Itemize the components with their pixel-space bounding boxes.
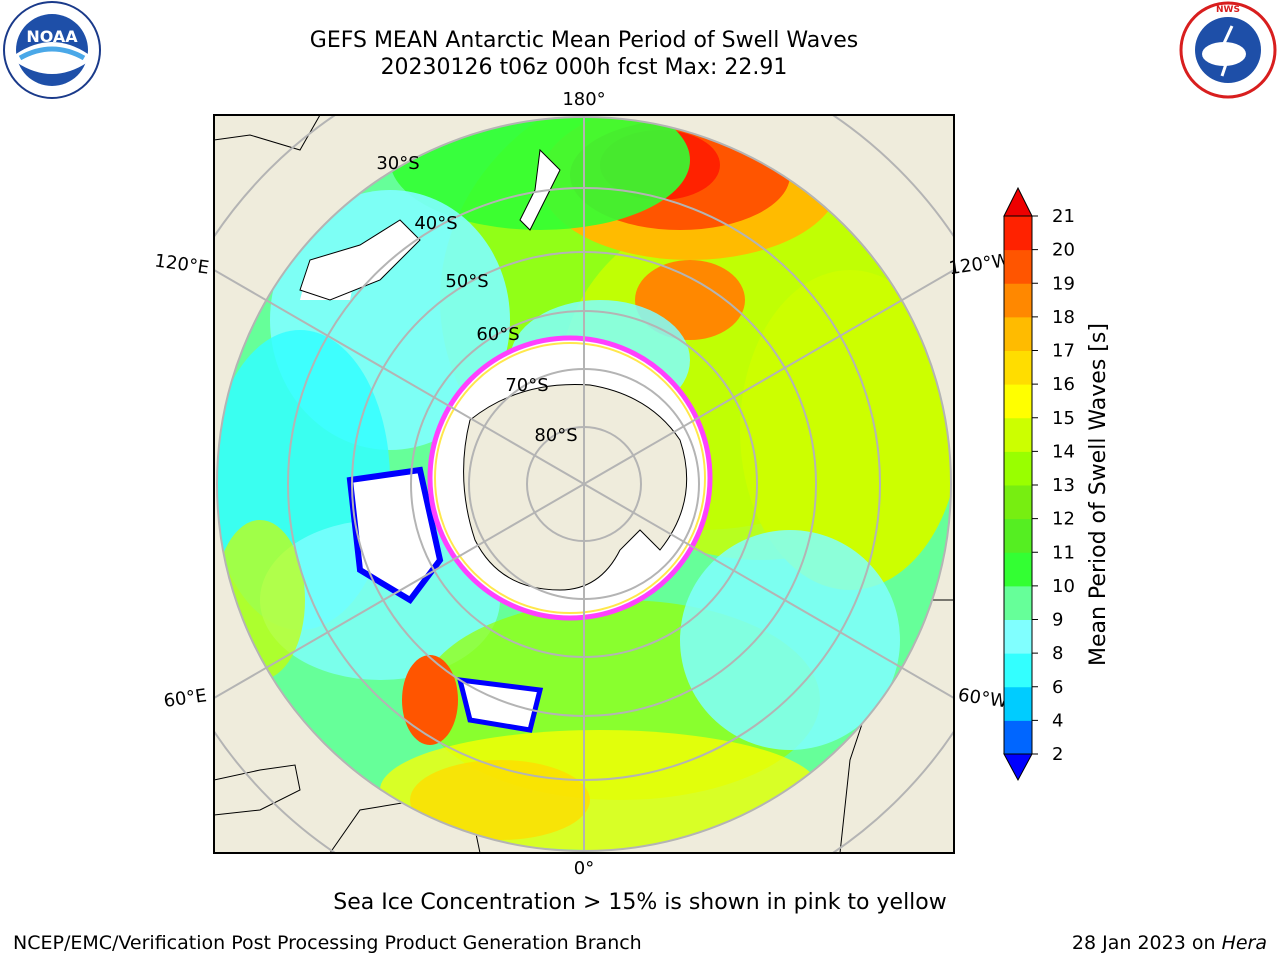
footer-date: 28 Jan 2023 on Hera bbox=[1072, 932, 1267, 954]
lon-label-0: 0° bbox=[574, 858, 594, 879]
colorbar-tick-label: 19 bbox=[1052, 273, 1075, 294]
footer-host: Hera bbox=[1221, 932, 1267, 954]
footer-branch: NCEP/EMC/Verification Post Processing Pr… bbox=[13, 932, 642, 954]
map-frame bbox=[213, 114, 955, 854]
colorbar-segment bbox=[1004, 552, 1032, 587]
colorbar-label: Mean Period of Swell Waves [s] bbox=[1086, 323, 1111, 666]
colorbar-segment bbox=[1004, 518, 1032, 553]
colorbar-tick-label: 12 bbox=[1052, 509, 1075, 530]
colorbar-tick-label: 15 bbox=[1052, 408, 1075, 429]
swell-period-field bbox=[217, 117, 951, 851]
colorbar-segment bbox=[1004, 316, 1032, 351]
colorbar-tick-label: 13 bbox=[1052, 475, 1075, 496]
colorbar-segment bbox=[1004, 485, 1032, 520]
lat-label-50s: 50°S bbox=[445, 271, 488, 292]
colorbar-segment bbox=[1004, 619, 1032, 654]
colorbar-tick-label: 2 bbox=[1052, 744, 1063, 765]
lon-label-180: 180° bbox=[562, 89, 605, 110]
colorbar-tick-label: 17 bbox=[1052, 341, 1075, 362]
colorbar-extend-min bbox=[1003, 753, 1033, 782]
colorbar-extend-max bbox=[1003, 186, 1033, 217]
colorbar-segment bbox=[1004, 384, 1032, 419]
lon-label-60w: 60°W bbox=[957, 685, 1009, 713]
graticule bbox=[214, 115, 954, 853]
colorbar-tick-label: 21 bbox=[1052, 206, 1075, 227]
lon-label-120w: 120°W bbox=[947, 250, 1011, 279]
colorbar-tick-label: 11 bbox=[1052, 542, 1075, 563]
chart-subtitle: 20230126 t06z 000h fcst Max: 22.91 bbox=[380, 55, 788, 80]
colorbar-tick-label: 18 bbox=[1052, 307, 1075, 328]
lat-label-60s: 60°S bbox=[476, 324, 519, 345]
colorbar-tick-label: 6 bbox=[1052, 677, 1063, 698]
colorbar-tick-label: 16 bbox=[1052, 374, 1075, 395]
lon-label-120e: 120°E bbox=[153, 250, 210, 278]
colorbar-segment bbox=[1004, 350, 1032, 385]
svg-text:NWS: NWS bbox=[1216, 5, 1240, 15]
colorbar-segment bbox=[1004, 451, 1032, 486]
colorbar-segment bbox=[1004, 653, 1032, 688]
colorbar-tick-label: 10 bbox=[1052, 576, 1075, 597]
colorbar-segment bbox=[1004, 585, 1032, 620]
nws-logo-icon: NWS bbox=[1179, 1, 1277, 99]
colorbar-tick-label: 14 bbox=[1052, 441, 1075, 462]
colorbar-segment bbox=[1004, 686, 1032, 721]
footer-date-text: 28 Jan 2023 on bbox=[1071, 932, 1216, 954]
antarctica-land bbox=[463, 383, 688, 591]
colorbar-segment bbox=[1004, 720, 1032, 755]
lon-label-60e: 60°E bbox=[162, 685, 208, 712]
colorbar-tick-label: 9 bbox=[1052, 610, 1063, 631]
colorbar-segment bbox=[1004, 249, 1032, 284]
noaa-logo-icon: NOAA bbox=[3, 1, 101, 99]
lat-label-80s: 80°S bbox=[534, 425, 577, 446]
colorbar-tick-label: 20 bbox=[1052, 240, 1075, 261]
lat-label-40s: 40°S bbox=[414, 213, 457, 234]
chart-title: GEFS MEAN Antarctic Mean Period of Swell… bbox=[309, 28, 859, 53]
lat-label-30s: 30°S bbox=[376, 153, 419, 174]
colorbar-tick-label: 4 bbox=[1052, 710, 1063, 731]
colorbar-tick-label: 8 bbox=[1052, 643, 1063, 664]
colorbar-segment bbox=[1004, 283, 1032, 318]
colorbar: 2 4 6 8 9 10 11 12 13 14 15 16 17 18 19 20 21 bbox=[1003, 186, 1075, 782]
colorbar-segment bbox=[1004, 216, 1032, 251]
colorbar-segment bbox=[1004, 417, 1032, 452]
lat-label-70s: 70°S bbox=[505, 375, 548, 396]
noaa-logo-text: NOAA bbox=[26, 27, 78, 46]
sea-ice-caption: Sea Ice Concentration > 15% is shown in … bbox=[333, 890, 947, 915]
